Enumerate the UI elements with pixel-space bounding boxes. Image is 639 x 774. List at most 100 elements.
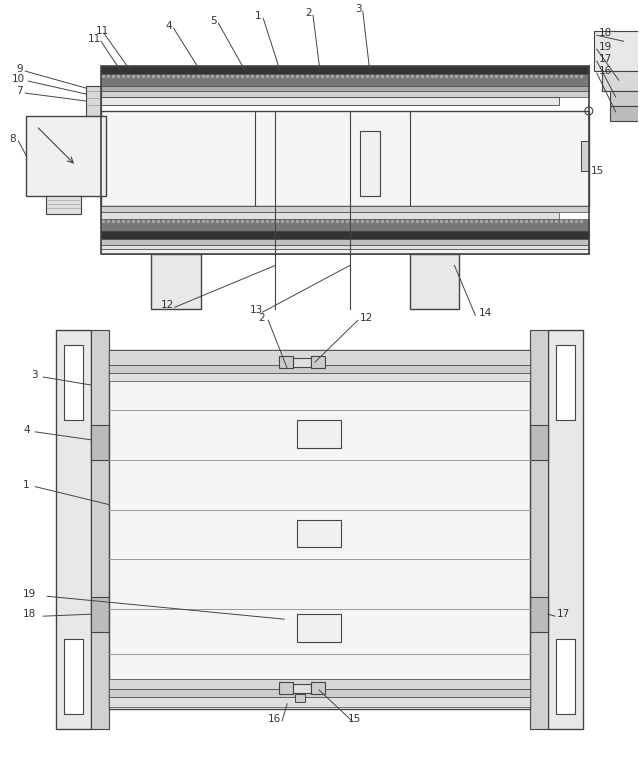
Bar (346, 75, 349, 78)
Bar (500, 220, 503, 223)
Bar (440, 75, 443, 78)
Bar (297, 615, 341, 642)
Bar (172, 220, 174, 223)
Text: 13: 13 (250, 305, 263, 315)
Bar (276, 75, 279, 78)
Bar (101, 86, 589, 91)
Bar (361, 75, 364, 78)
Bar (431, 220, 433, 223)
Bar (415, 75, 419, 78)
Bar (109, 350, 530, 709)
Bar (406, 220, 408, 223)
Bar (525, 75, 528, 78)
Bar (142, 220, 145, 223)
Bar (101, 245, 589, 249)
Bar (548, 330, 583, 729)
Bar (436, 75, 438, 78)
Bar (336, 220, 339, 223)
Bar (212, 75, 215, 78)
Text: 1: 1 (23, 480, 30, 490)
Bar (470, 220, 473, 223)
Bar (545, 75, 548, 78)
Bar (151, 75, 155, 78)
Bar (306, 75, 309, 78)
Text: 18: 18 (599, 29, 612, 38)
Bar (64, 345, 83, 420)
Bar (101, 218, 589, 231)
Bar (107, 75, 110, 78)
Text: 15: 15 (591, 166, 604, 176)
Bar (226, 220, 229, 223)
Bar (560, 75, 563, 78)
Bar (390, 220, 394, 223)
Bar (366, 220, 369, 223)
Bar (176, 220, 180, 223)
Bar (192, 220, 194, 223)
Bar (291, 75, 294, 78)
Bar (341, 75, 344, 78)
Bar (132, 75, 135, 78)
Bar (295, 694, 305, 702)
Bar (371, 75, 374, 78)
Bar (580, 75, 583, 78)
Bar (356, 220, 359, 223)
Bar (251, 220, 254, 223)
Bar (530, 330, 548, 729)
Bar (281, 220, 284, 223)
Bar (610, 91, 639, 106)
Bar (445, 220, 449, 223)
Bar (197, 75, 199, 78)
Text: 1: 1 (255, 12, 262, 22)
Bar (242, 75, 244, 78)
Bar (594, 31, 639, 71)
Bar (565, 75, 568, 78)
Bar (293, 358, 311, 367)
Bar (271, 75, 274, 78)
Bar (490, 220, 493, 223)
Bar (331, 75, 334, 78)
Text: 19: 19 (599, 43, 612, 52)
Text: 2: 2 (305, 9, 312, 19)
Bar (550, 220, 553, 223)
Bar (520, 75, 523, 78)
Text: 9: 9 (17, 64, 23, 74)
Text: 15: 15 (348, 714, 361, 724)
Bar (162, 220, 165, 223)
Bar (575, 220, 578, 223)
Bar (261, 75, 265, 78)
Bar (86, 86, 101, 116)
Text: 11: 11 (96, 26, 109, 36)
Bar (346, 220, 349, 223)
Bar (246, 75, 249, 78)
Bar (122, 220, 125, 223)
Bar (167, 75, 169, 78)
Bar (64, 639, 83, 714)
Bar (411, 75, 413, 78)
Bar (306, 220, 309, 223)
Bar (460, 75, 463, 78)
Bar (426, 220, 429, 223)
Bar (109, 679, 530, 689)
Bar (341, 220, 344, 223)
Bar (251, 75, 254, 78)
Bar (101, 206, 589, 211)
Bar (495, 220, 498, 223)
Bar (201, 220, 204, 223)
Bar (440, 220, 443, 223)
Text: 18: 18 (23, 609, 36, 619)
Bar (556, 639, 575, 714)
Bar (281, 75, 284, 78)
Bar (326, 220, 329, 223)
Bar (530, 598, 548, 632)
Bar (406, 75, 408, 78)
Bar (157, 220, 160, 223)
Bar (356, 75, 359, 78)
Text: 2: 2 (258, 313, 265, 324)
Bar (386, 220, 389, 223)
Bar (151, 255, 201, 310)
Text: 12: 12 (160, 300, 174, 310)
Bar (206, 220, 210, 223)
Bar (396, 220, 399, 223)
Bar (162, 75, 165, 78)
Bar (336, 75, 339, 78)
